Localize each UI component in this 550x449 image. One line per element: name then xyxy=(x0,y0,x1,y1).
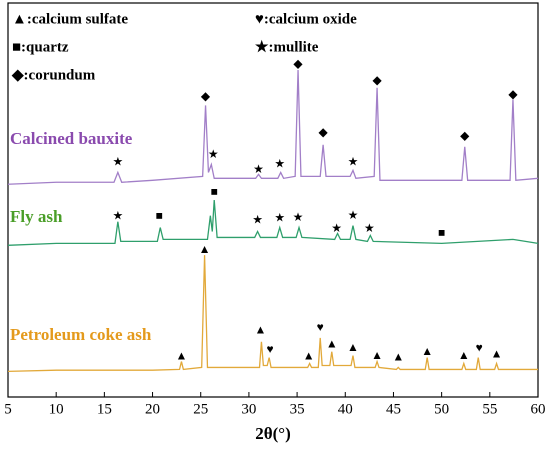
x-tick-label: 10 xyxy=(49,401,64,417)
peak-marker: ★ xyxy=(348,208,359,222)
x-tick-label: 30 xyxy=(241,401,256,417)
x-axis-title: 2θ(°) xyxy=(255,424,291,443)
plot-frame xyxy=(7,2,539,398)
pattern-line xyxy=(7,69,539,185)
peak-marker: ♥ xyxy=(476,341,483,355)
peak-marker: ▲ xyxy=(255,323,267,337)
legend-entry: ▲:calcium sulfate xyxy=(12,11,128,27)
peak-marker: ◆ xyxy=(201,89,211,103)
peak-marker: ★ xyxy=(252,213,263,227)
peak-marker: ▲ xyxy=(326,337,338,351)
peak-marker: ▲ xyxy=(458,348,470,362)
series-label: Fly ash xyxy=(10,207,63,226)
x-tick-label: 45 xyxy=(386,401,401,417)
peak-marker: ★ xyxy=(274,157,285,171)
legend-entry: ◆:corundum xyxy=(11,67,96,83)
peak-marker: ▲ xyxy=(347,340,359,354)
pattern-line xyxy=(7,199,539,246)
peak-marker: ★ xyxy=(293,210,304,224)
legend-entry: ■:quartz xyxy=(12,39,69,55)
peak-marker: ★ xyxy=(112,155,123,169)
peak-marker: ▲ xyxy=(491,347,503,361)
peak-marker: ★ xyxy=(348,155,359,169)
x-tick-label: 25 xyxy=(193,401,208,417)
peak-marker: ◆ xyxy=(293,57,303,71)
x-tick-label: 35 xyxy=(290,401,305,417)
peak-marker: ◆ xyxy=(508,87,518,101)
peak-marker: ★ xyxy=(208,147,219,161)
peak-marker: ★ xyxy=(364,221,375,235)
series-label: Calcined bauxite xyxy=(10,129,133,148)
x-tick-label: 55 xyxy=(482,401,497,417)
peak-marker: ■ xyxy=(156,209,163,223)
peak-marker: ◆ xyxy=(460,129,470,143)
series-label: Petroleum coke ash xyxy=(10,325,152,344)
peak-marker: ★ xyxy=(112,209,123,223)
peak-marker: ★ xyxy=(274,211,285,225)
peak-marker: ♥ xyxy=(317,320,324,334)
peak-marker: ▲ xyxy=(176,349,188,363)
peak-marker: ▲ xyxy=(303,349,315,363)
peak-marker: ◆ xyxy=(318,125,328,139)
x-tick-label: 60 xyxy=(531,401,546,417)
legend-entry: ★:mullite xyxy=(255,39,319,55)
peak-marker: ★ xyxy=(331,221,342,235)
x-tick-label: 50 xyxy=(434,401,449,417)
peak-marker: ▲ xyxy=(371,348,383,362)
x-tick-label: 15 xyxy=(97,401,112,417)
pattern-line xyxy=(7,255,538,373)
x-tick-label: 5 xyxy=(4,401,12,417)
peak-marker: ♥ xyxy=(267,342,274,356)
peak-marker: ▲ xyxy=(392,350,404,364)
peak-marker: ★ xyxy=(253,162,264,176)
x-tick-label: 40 xyxy=(338,401,353,417)
peak-marker: ◆ xyxy=(372,73,382,87)
peak-marker: ▲ xyxy=(199,242,211,256)
peak-marker: ▲ xyxy=(421,344,433,358)
peak-marker: ■ xyxy=(438,226,445,240)
x-tick-label: 20 xyxy=(145,401,160,417)
legend-entry: ♥:calcium oxide xyxy=(255,11,357,27)
peak-marker: ■ xyxy=(211,185,218,199)
